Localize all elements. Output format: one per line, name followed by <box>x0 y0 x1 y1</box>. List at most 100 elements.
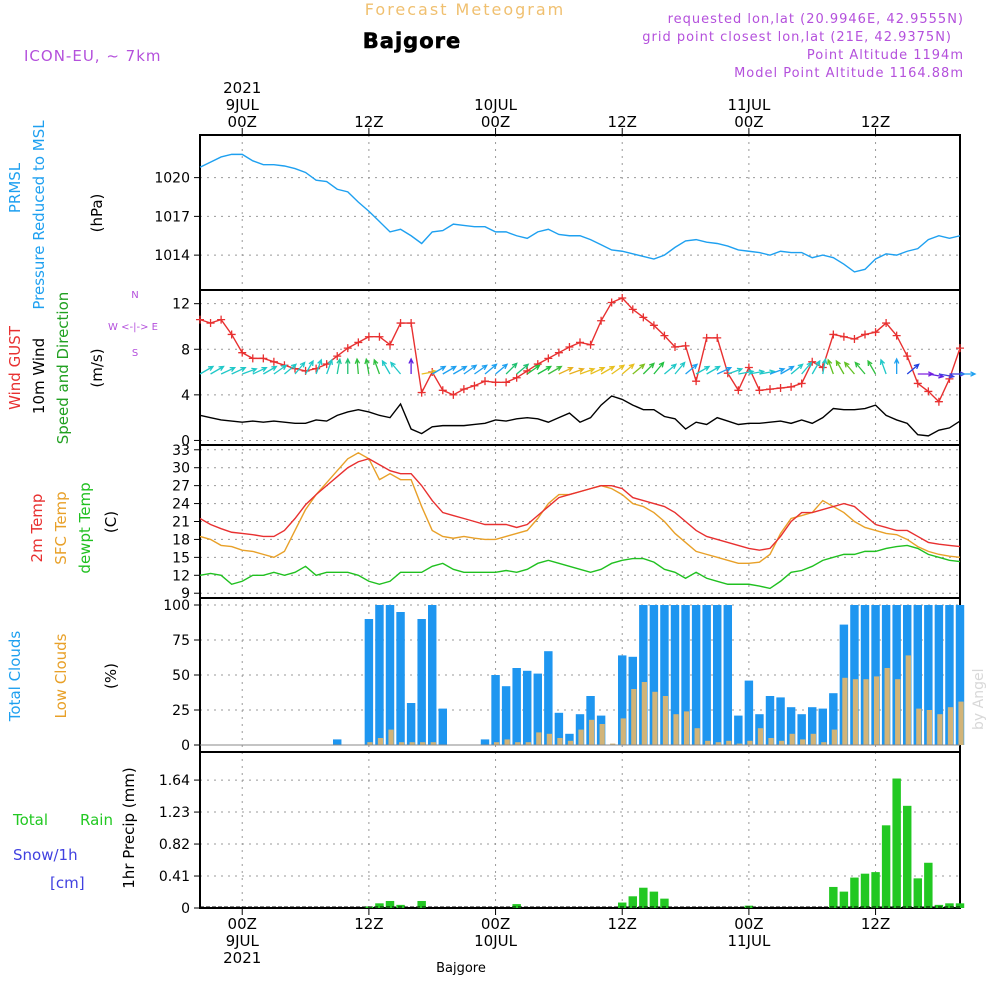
wind-direction-arrow <box>843 361 855 375</box>
wind-direction-arrow <box>621 363 635 375</box>
gust-marker <box>259 354 268 363</box>
total-clouds-bar <box>681 605 690 745</box>
rain-bar <box>945 903 954 908</box>
low-clouds-bar <box>916 708 922 745</box>
low-clouds-bar <box>662 696 669 745</box>
y-tick-label: 4 <box>181 388 190 404</box>
gust-marker <box>808 357 817 366</box>
total-clouds-bar <box>945 605 954 745</box>
gust-marker <box>766 385 774 394</box>
low-clouds-bar <box>958 701 964 745</box>
wind-direction-arrow <box>632 363 646 375</box>
gust-marker <box>269 357 278 366</box>
low-clouds-bar <box>388 729 394 745</box>
gust-marker <box>829 330 838 339</box>
dewpt-temp-label: dewpt Temp <box>76 482 94 573</box>
low-clouds-bar <box>578 729 584 745</box>
total-clouds-bar <box>734 715 743 745</box>
wind-direction-arrow <box>326 358 333 375</box>
low-clouds-label: Low Clouds <box>52 633 70 718</box>
low-clouds-bar <box>673 714 679 745</box>
total-clouds-bar <box>533 673 542 745</box>
total-clouds-bar <box>955 605 965 745</box>
pressure-label-prmsl: PRMSL <box>6 162 24 213</box>
total-clouds-bar <box>713 605 722 745</box>
y-tick-label: 1020 <box>154 171 190 187</box>
wind-direction-arrow <box>453 365 468 375</box>
x-tick-label: 11JUL <box>727 96 770 114</box>
wind-direction-arrow <box>906 363 920 375</box>
gust-marker <box>597 316 606 325</box>
total-clouds-bar <box>385 605 395 745</box>
sfc-temp-label: SFC Temp <box>52 491 70 564</box>
compass-south: S <box>132 348 138 359</box>
rain-bar <box>903 805 912 908</box>
wind-direction-arrow <box>273 364 288 375</box>
wind-direction-arrow <box>345 357 351 374</box>
gust-marker <box>692 377 701 386</box>
total-clouds-bar <box>924 605 933 745</box>
wind-direction-arrow <box>408 357 414 374</box>
wind-direction-arrow <box>590 366 606 375</box>
low-clouds-bar <box>863 679 869 745</box>
gust-marker <box>681 341 690 350</box>
total-clouds-bar <box>797 714 806 745</box>
gust-marker <box>882 319 891 328</box>
low-clouds-bar <box>641 682 648 745</box>
low-clouds-bar <box>588 719 595 745</box>
total-clouds-bar <box>375 605 384 745</box>
total-clouds-bar <box>765 696 775 745</box>
wind-direction-arrow <box>695 365 711 375</box>
wind-direction-arrow <box>790 363 804 375</box>
gust-marker <box>660 331 669 340</box>
x-tick-label: 11JUL <box>727 932 770 950</box>
gust-marker <box>386 340 394 349</box>
x-tick-label: 00Z <box>228 915 257 933</box>
total-clouds-bar <box>364 619 374 745</box>
x-tick-label: 00Z <box>481 113 510 131</box>
low-clouds-bar <box>525 742 531 745</box>
y-tick-label: 18 <box>172 532 190 548</box>
gust-marker <box>586 340 595 349</box>
wind-direction-arrow <box>463 364 478 375</box>
precip-snow-unit-label: [cm] <box>50 874 85 892</box>
gust-marker <box>512 373 521 382</box>
wind-direction-arrow <box>241 367 258 375</box>
low-clouds-bar <box>747 740 753 745</box>
low-clouds-bar <box>831 729 838 745</box>
y-tick-label: 21 <box>172 515 190 531</box>
wind-direction-arrow <box>495 363 509 375</box>
rain-bar <box>860 873 870 908</box>
precip-total-label: Total <box>12 811 48 829</box>
wind-direction-arrow <box>220 366 237 375</box>
low-clouds-bar <box>377 738 384 745</box>
low-clouds-bar <box>652 691 658 745</box>
total-clouds-bar <box>554 712 564 745</box>
total-clouds-bar <box>776 697 785 745</box>
wind-direction-arrow <box>706 365 721 375</box>
wind-direction-arrow <box>484 363 498 375</box>
temp-unit-label: (C) <box>102 511 120 533</box>
low-clouds-bar <box>620 718 626 745</box>
low-clouds-bar <box>810 733 816 745</box>
rain-bar <box>512 904 521 908</box>
total-clouds-bar <box>438 708 447 745</box>
y-tick-label: 1017 <box>154 209 190 225</box>
wind-direction-arrow <box>674 361 686 375</box>
gust-marker <box>787 382 796 391</box>
low-clouds-bar <box>504 739 510 745</box>
wind-direction-arrow <box>867 359 877 375</box>
gust-marker <box>671 342 679 351</box>
wind-speed-direction-label: Speed and Direction <box>54 292 72 445</box>
gust-marker <box>248 354 257 363</box>
rain-bar <box>934 904 944 908</box>
total-clouds-bar <box>744 680 754 745</box>
total-clouds-bar <box>618 655 627 745</box>
gust-marker <box>333 352 342 361</box>
gust-marker <box>956 344 964 353</box>
gust-marker <box>375 332 384 341</box>
panel-4: 0 0.41 0.82 1.23 1.64 <box>159 751 961 917</box>
y-tick-label: 100 <box>163 598 190 614</box>
y-tick-label: 0 <box>181 433 190 449</box>
